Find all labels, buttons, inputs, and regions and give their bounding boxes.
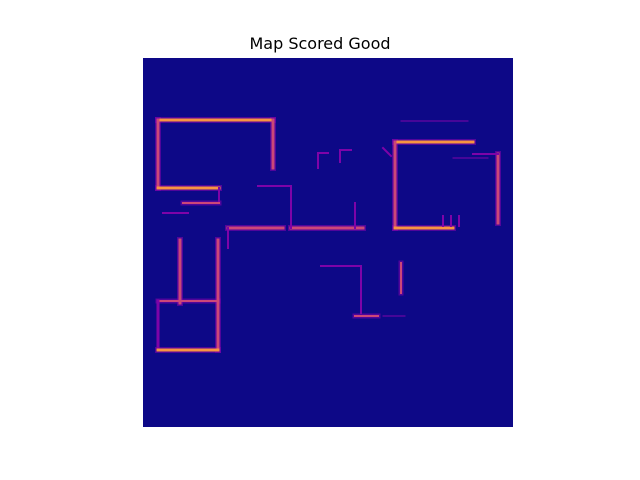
map-canvas (155, 117, 501, 353)
occupancy-map (143, 58, 513, 427)
figure-title: Map Scored Good (249, 34, 391, 53)
map-wall-segment (381, 146, 393, 158)
